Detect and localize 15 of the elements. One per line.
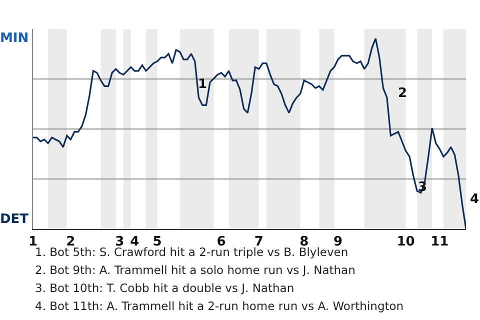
text: DET [0, 212, 29, 227]
x-tick-label: 5 [152, 234, 162, 250]
text: MIN [0, 31, 29, 46]
annotation: 1 [198, 77, 208, 92]
x-tick-label: 6 [216, 234, 226, 250]
text: 4 [470, 192, 480, 207]
x-tick-label: 1 [28, 234, 38, 250]
x-tick-label: 11 [430, 234, 449, 250]
text: 4. Bot 11th: A. Trammell hit a 2-run home run vs A. Worthington [35, 299, 404, 313]
text: 2. Bot 9th: A. Trammell hit a solo home run vs J. Nathan [35, 263, 356, 277]
x-tick-label: 4 [130, 234, 140, 250]
x-tick-label: 10 [396, 234, 415, 250]
annotation: 2 [398, 86, 408, 101]
text: 3. Bot 10th: T. Cobb hit a double vs J. Nathan [35, 281, 294, 295]
x-tick-label: 9 [333, 234, 343, 250]
